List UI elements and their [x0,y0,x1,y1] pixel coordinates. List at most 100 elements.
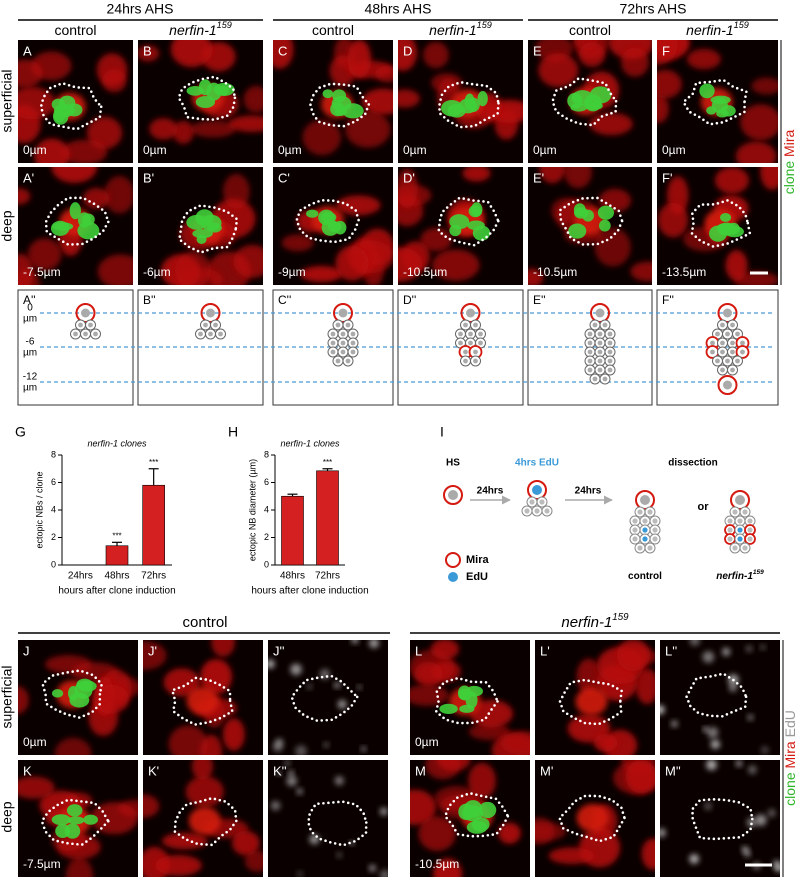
genotype-label: control [54,22,96,38]
cell-signal [500,731,530,755]
clone-signal [67,816,85,825]
edu-signal [710,739,721,750]
cell-core [203,322,208,328]
cell-core [350,349,356,355]
edu-signal [351,640,359,644]
cell-signal [336,195,381,216]
cell-signal [751,77,778,95]
panel-letter: B'' [143,293,156,307]
cell-core [73,331,78,337]
legend-label: Mira [466,554,490,566]
clone-signal [573,203,586,217]
y-tick-label: 8 [264,449,269,459]
cell-signal [657,69,682,99]
cell-core [607,358,613,364]
edu-signal [337,699,347,709]
panel-letter: D'' [403,293,416,307]
genotype-name: nerfin-1 [686,22,733,38]
cell-core [735,331,740,337]
clone-signal [186,85,204,96]
micrograph [268,760,388,877]
cell-core [534,508,540,514]
cell-signal [154,854,202,876]
cell-core [730,367,735,373]
cell-signal [432,249,480,282]
cell-signal [90,802,138,835]
cell-core [587,331,593,337]
clone-outline [295,198,360,244]
error-bar [148,468,159,486]
cell-signal [51,167,98,183]
edu-signal [296,788,303,795]
cell-signal [18,188,31,205]
cell-signal [191,760,214,780]
cell-signal [86,116,123,150]
cell-core [642,536,648,542]
genotype-allele: 159 [477,20,492,30]
clone-outline [438,80,500,129]
cell-core [642,518,648,524]
genotype-label: nerfin-1159 [561,612,629,631]
cell-signal [54,737,92,755]
channel-mira: Mira [781,130,797,157]
cell-core [458,331,463,337]
clone-signal [192,229,213,239]
cell-core [218,331,223,337]
cell-core [727,536,733,542]
cell-signal [621,47,649,77]
cell-core [468,331,473,337]
clone-outline [178,204,239,254]
legend-mira [445,552,461,568]
cell-signal [18,59,43,88]
cell-signal [410,684,449,706]
cell-signal [18,686,29,714]
clone-signal [81,213,95,226]
cell-signal [576,658,601,695]
edu-signal [297,871,303,877]
y-tick-label: 6 [264,477,269,487]
depth-label: 0µm [143,143,167,157]
cell-core [587,367,593,373]
cell-core [88,322,93,328]
depth-label: 0µm [662,143,686,157]
depth-label: 0µm [278,143,302,157]
y-tick-label: 2 [51,532,56,542]
cell-core [592,376,598,382]
cell-core [647,509,653,515]
channel-clone: clone [782,772,797,806]
cell-core [720,322,725,328]
edu-signal [760,746,769,755]
clone-outline [681,78,748,126]
cell-core [198,331,203,337]
clone-signal [472,225,491,241]
clone-signal [66,804,83,817]
cell-core [335,322,341,328]
clone-signal [441,99,463,117]
significance: *** [112,531,121,540]
cell-core [473,322,478,328]
cell-core [524,508,530,514]
micrograph [535,760,655,877]
clone-signal [597,205,615,220]
cell-signal [302,119,342,156]
cell-core [208,331,213,337]
cell-core [715,331,720,337]
nb-ring [200,303,221,323]
cell-signal [423,41,449,69]
depth-label: 0µm [23,143,47,157]
genotype-allele: 159 [217,20,232,30]
panel-letter: C'' [278,293,291,307]
genotype-name: nerfin-1 [561,614,612,631]
clone-signal [327,221,342,232]
nb-core [206,308,215,318]
micrograph [268,640,388,755]
clone-signal [195,95,216,108]
genotype-label: nerfin-1159 [716,569,764,581]
panel-letter: L [415,643,422,658]
panel-letter: D' [403,170,415,185]
panel-letter: K' [148,763,159,778]
nb-ring [75,303,96,323]
edu-signal [334,682,340,689]
cell-signal [539,167,566,184]
